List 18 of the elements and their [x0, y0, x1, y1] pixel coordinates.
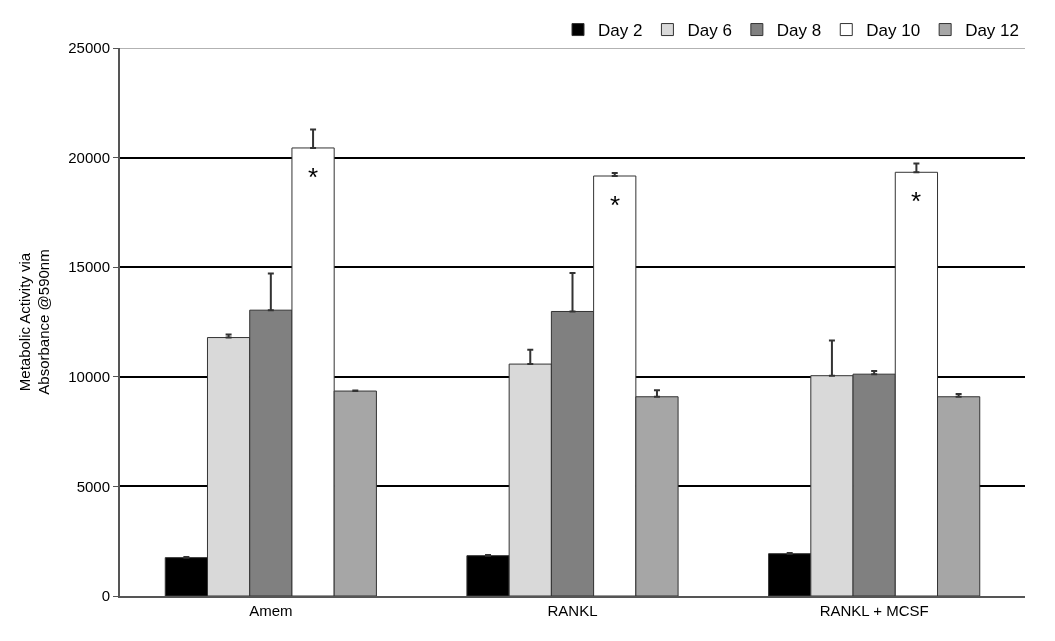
legend-label: Day 10 — [866, 21, 921, 41]
y-tick-label: 15000 — [68, 258, 110, 276]
y-tick-label: 25000 — [68, 39, 110, 57]
y-axis-title: Metabolic Activity via Absorbance @590nm — [15, 249, 53, 395]
y-tick-label: 0 — [101, 587, 110, 605]
legend-label: Day 6 — [687, 21, 732, 41]
annotation: * — [911, 186, 922, 216]
legend-label: Day 12 — [965, 21, 1020, 41]
annotation: * — [308, 162, 319, 192]
x-tick-label: RANKL + MCSF — [819, 602, 929, 619]
y-tick-label: 5000 — [76, 477, 110, 495]
legend-label: Day 8 — [776, 21, 822, 41]
x-tick-label: RANKL — [547, 602, 598, 619]
legend-label: Day 2 — [598, 21, 643, 41]
annotation: * — [610, 190, 621, 220]
y-tick-label: 10000 — [68, 368, 110, 386]
y-tick-label: 20000 — [68, 148, 110, 166]
x-tick-label: Amem — [249, 602, 293, 619]
